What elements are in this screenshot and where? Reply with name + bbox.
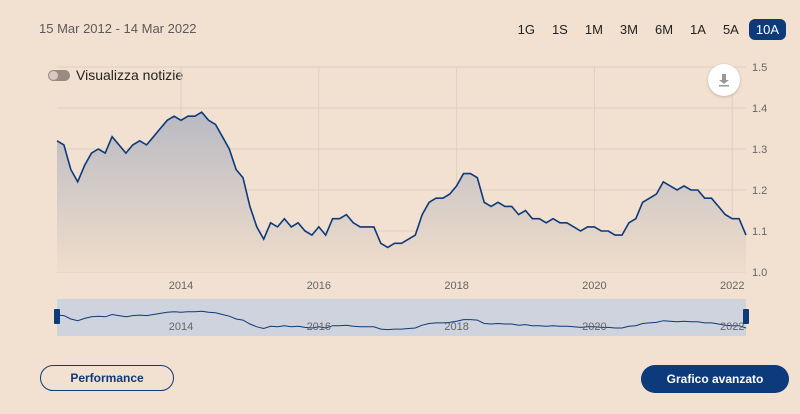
period-3m[interactable]: 3M bbox=[619, 22, 638, 37]
y-tick-label: 1.2 bbox=[752, 185, 767, 197]
x-tick-label: 2022 bbox=[720, 280, 744, 292]
navigator-window[interactable] bbox=[57, 299, 746, 336]
y-tick-label: 1.1 bbox=[752, 226, 767, 238]
navigator-tick-label: 2018 bbox=[444, 321, 468, 333]
navigator-tick-label: 2016 bbox=[307, 321, 331, 333]
period-selector: 1G 1S 1M 3M 6M 1A 5A 10A bbox=[508, 19, 786, 40]
y-tick-label: 1.3 bbox=[752, 144, 767, 156]
price-area-fill bbox=[57, 112, 746, 272]
news-toggle-label: Visualizza notizie bbox=[76, 67, 184, 83]
period-10a[interactable]: 10A bbox=[748, 19, 786, 40]
navigator-left-handle[interactable] bbox=[54, 309, 60, 324]
y-tick-label: 1.5 bbox=[752, 62, 767, 74]
download-icon bbox=[719, 74, 729, 87]
advanced-chart-button[interactable]: Grafico avanzato bbox=[641, 365, 789, 393]
period-1g[interactable]: 1G bbox=[517, 22, 535, 37]
navigator-tick-label: 2014 bbox=[169, 321, 193, 333]
x-tick-label: 2014 bbox=[169, 280, 193, 292]
performance-button[interactable]: Performance bbox=[40, 365, 174, 391]
x-tick-label: 2016 bbox=[307, 280, 331, 292]
y-tick-label: 1.0 bbox=[752, 267, 767, 279]
period-1s[interactable]: 1S bbox=[551, 22, 568, 37]
period-5a[interactable]: 5A bbox=[722, 22, 739, 37]
price-line bbox=[56, 111, 747, 249]
navigator-line bbox=[56, 310, 747, 331]
period-1a[interactable]: 1A bbox=[690, 22, 706, 37]
navigator-tick-label: 2022 bbox=[720, 321, 744, 333]
x-tick-label: 2018 bbox=[444, 280, 468, 292]
news-toggle-switch[interactable] bbox=[48, 69, 70, 81]
y-tick-label: 1.4 bbox=[752, 103, 767, 115]
date-range-label: 15 Mar 2012 - 14 Mar 2022 bbox=[39, 21, 197, 36]
news-toggle-row[interactable]: Visualizza notizie bbox=[48, 67, 183, 83]
download-button[interactable] bbox=[708, 64, 740, 96]
period-6m[interactable]: 6M bbox=[654, 22, 674, 37]
period-1m[interactable]: 1M bbox=[584, 22, 603, 37]
navigator-right-handle[interactable] bbox=[743, 309, 749, 324]
x-tick-label: 2020 bbox=[582, 280, 606, 292]
navigator-tick-label: 2020 bbox=[582, 321, 606, 333]
